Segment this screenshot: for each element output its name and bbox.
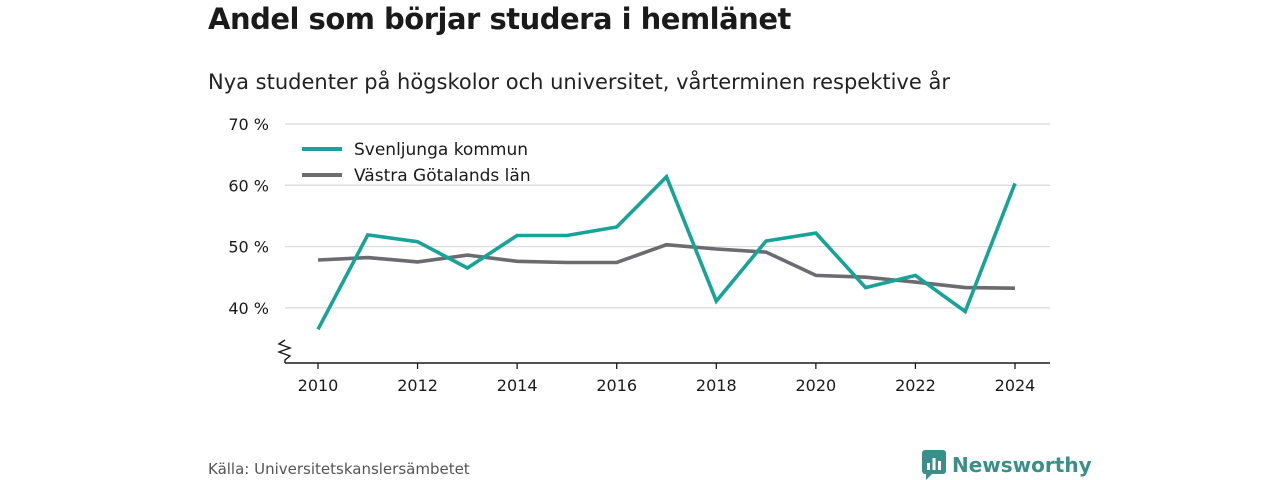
x-tick-label: 2022 xyxy=(895,376,936,395)
y-tick-label: 60 % xyxy=(228,176,269,195)
legend: Svenljunga kommun Västra Götalands län xyxy=(302,140,531,186)
series-line-0 xyxy=(316,173,1017,331)
brand-name: Newsworthy xyxy=(952,453,1092,477)
series-line-1 xyxy=(317,242,1016,290)
axis-break-icon xyxy=(276,339,293,363)
axes: 40 % 50 % 60 % 70 % 2010 2012 2014 2016 2018 2020… xyxy=(228,115,1050,395)
legend-label: Svenljunga kommun xyxy=(354,140,528,160)
series-lines xyxy=(316,173,1017,331)
source-note: Källa: Universitetskanslersämbetet xyxy=(208,460,470,478)
x-tick-label: 2012 xyxy=(397,376,438,395)
x-tick-label: 2024 xyxy=(995,376,1036,395)
grid-lines xyxy=(285,123,1050,309)
chart-title: Andel som börjar studera i hemlänet xyxy=(208,2,791,36)
legend-label: Västra Götalands län xyxy=(354,166,531,186)
x-tick-label: 2020 xyxy=(795,376,836,395)
line-chart: 40 % 50 % 60 % 70 % 2010 2012 2014 2016 2018 2020… xyxy=(228,115,1050,395)
x-tick-label: 2010 xyxy=(298,376,339,395)
newsworthy-logo-icon xyxy=(922,450,946,480)
y-tick-label: 50 % xyxy=(228,238,269,257)
brand-logo[interactable]: Newsworthy xyxy=(922,450,1092,480)
x-tick-label: 2014 xyxy=(497,376,538,395)
x-tick-label: 2016 xyxy=(596,376,637,395)
x-tick-label: 2018 xyxy=(696,376,737,395)
chart-subtitle: Nya studenter på högskolor och universit… xyxy=(208,70,950,94)
y-tick-label: 40 % xyxy=(228,299,269,318)
y-tick-label: 70 % xyxy=(228,115,269,134)
